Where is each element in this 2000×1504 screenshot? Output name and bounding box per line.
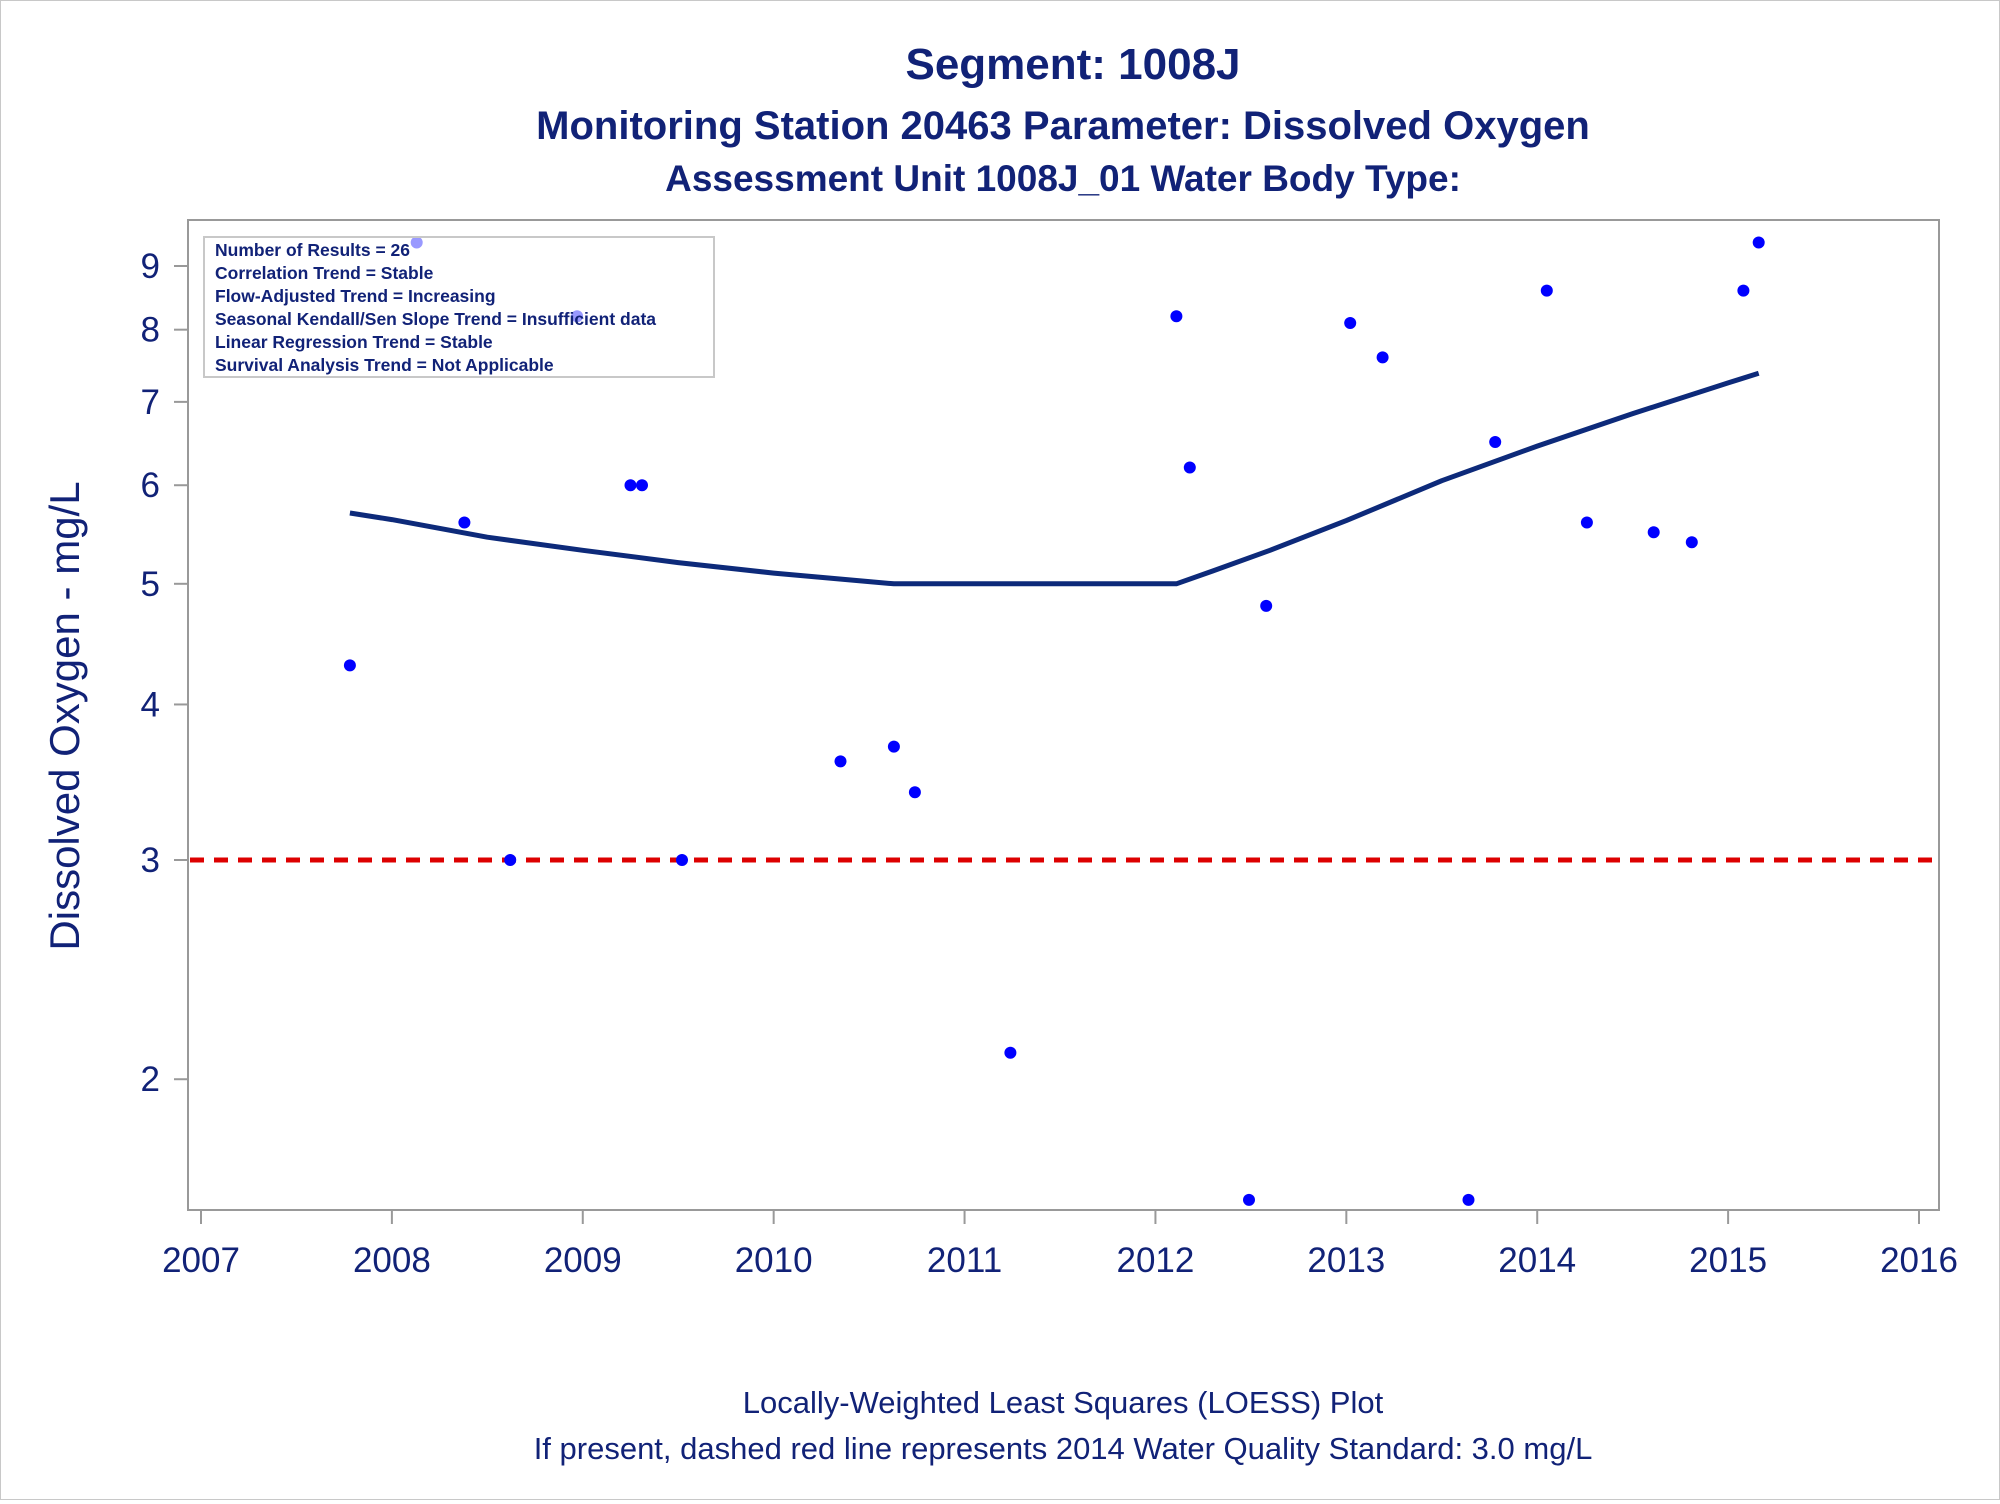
- y-tick-label-4: 4: [141, 685, 160, 724]
- x-tick-label-2016: 2016: [1880, 1241, 1958, 1280]
- data-point: [676, 854, 688, 866]
- y-tick-label-6: 6: [141, 466, 160, 505]
- data-point: [1647, 526, 1660, 539]
- x-tick-label-2014: 2014: [1498, 1241, 1576, 1280]
- y-axis-label: Dissolved Oxygen - mg/L: [41, 481, 88, 950]
- data-point: [1540, 284, 1553, 297]
- plot-area: [187, 219, 1940, 1211]
- data-point: [1737, 284, 1750, 297]
- data-point: [1752, 236, 1765, 249]
- stats-survival-analysis-trend: Survival Analysis Trend = Not Applicable: [215, 355, 554, 375]
- x-tick-label-2010: 2010: [735, 1241, 813, 1280]
- y-tick-label-2: 2: [141, 1060, 160, 1099]
- data-point: [1376, 351, 1389, 364]
- data-point: [1243, 1193, 1255, 1206]
- x-tick-label-2007: 2007: [162, 1241, 240, 1280]
- chart-subtitle-station: Monitoring Station 20463 Parameter: Diss…: [536, 104, 1590, 148]
- data-point: [1004, 1046, 1017, 1059]
- loess-curve: [349, 370, 1760, 587]
- data-point: [1170, 310, 1183, 323]
- stats-seasonal-kendall-trend: Seasonal Kendall/Sen Slope Trend = Insuf…: [215, 309, 656, 329]
- data-point: [1462, 1193, 1475, 1206]
- y-tick-label-7: 7: [141, 383, 160, 422]
- data-point: [1580, 516, 1593, 529]
- x-tick-label-2015: 2015: [1689, 1241, 1767, 1280]
- footnote-standard: If present, dashed red line represents 2…: [534, 1431, 1593, 1466]
- stats-box-border: [203, 236, 715, 378]
- stats-number-of-results: Number of Results = 26: [215, 240, 410, 260]
- data-point: [1685, 536, 1698, 549]
- y-tick-label-8: 8: [141, 311, 160, 350]
- data-points: [343, 236, 1765, 1206]
- data-point: [834, 755, 847, 768]
- x-tick-label-2013: 2013: [1307, 1241, 1385, 1280]
- data-point: [1260, 599, 1273, 612]
- x-tick-label-2011: 2011: [927, 1241, 1002, 1280]
- data-point: [504, 854, 517, 866]
- data-point: [343, 659, 356, 672]
- data-point: [636, 479, 648, 492]
- y-axis: 2 3 4 5 6 7 8 9: [141, 247, 188, 1099]
- chart-subtitle-assessment: Assessment Unit 1008J_01 Water Body Type…: [665, 158, 1461, 199]
- stats-correlation-trend: Correlation Trend = Stable: [215, 263, 434, 283]
- data-point: [887, 740, 900, 753]
- stats-flow-adjusted-trend: Flow-Adjusted Trend = Increasing: [215, 286, 496, 306]
- data-point: [458, 516, 471, 529]
- data-point: [1344, 317, 1357, 329]
- data-point: [908, 786, 921, 799]
- x-tick-label-2012: 2012: [1117, 1241, 1195, 1280]
- x-tick-label-2009: 2009: [544, 1241, 622, 1280]
- y-tick-label-9: 9: [141, 247, 160, 286]
- footnote-plot-type: Locally-Weighted Least Squares (LOESS) P…: [743, 1385, 1384, 1420]
- x-axis: 2007 2008 2009 2010 2011 2012 2013 2014 2015 2016: [162, 1210, 1958, 1280]
- y-tick-label-3: 3: [141, 841, 160, 880]
- stats-linear-regression-trend: Linear Regression Trend = Stable: [215, 332, 493, 352]
- stats-box: Number of Results = 26 Correlation Trend…: [203, 236, 715, 378]
- data-point: [1489, 436, 1502, 448]
- y-tick-label-5: 5: [141, 565, 160, 604]
- x-tick-label-2008: 2008: [353, 1241, 431, 1280]
- data-point: [1183, 461, 1196, 474]
- data-point: [624, 479, 637, 492]
- chart-title: Segment: 1008J: [905, 40, 1240, 89]
